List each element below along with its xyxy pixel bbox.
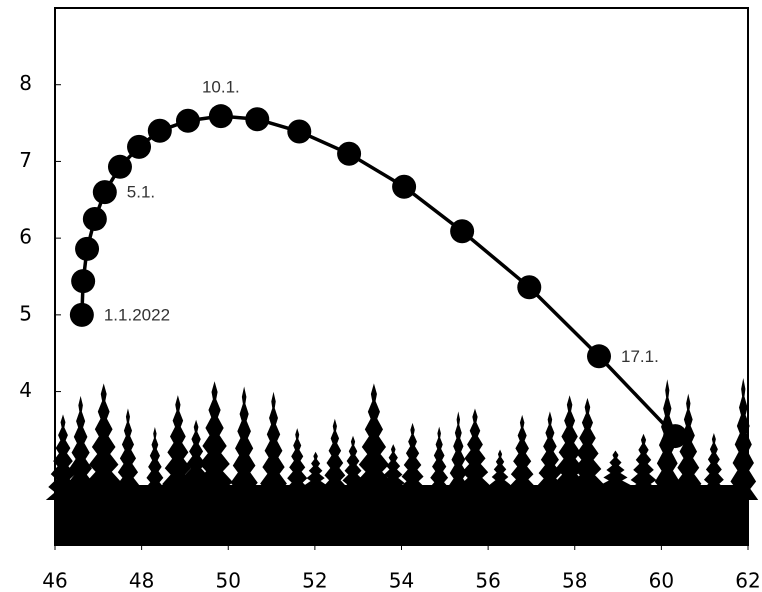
point-label: 5.1. (127, 183, 155, 202)
tree (193, 374, 236, 500)
tree (699, 428, 728, 500)
data-point (392, 174, 417, 199)
tree (426, 422, 452, 500)
tree (506, 409, 538, 500)
tree (652, 371, 682, 500)
y-tick-label: 7 (19, 148, 32, 172)
plot-area: 1.1.2022 5.1. 10.1. 17.1. (69, 78, 688, 449)
point-label: 1.1.2022 (104, 305, 170, 324)
x-tick-label: 46 (42, 569, 67, 592)
x-tick-label: 52 (302, 569, 327, 592)
tree (377, 440, 410, 500)
tree (143, 422, 167, 500)
tree (283, 423, 312, 500)
x-tick-label: 60 (649, 569, 674, 592)
tree (159, 388, 197, 500)
data-point (337, 141, 362, 166)
tree (485, 446, 515, 500)
tree (257, 385, 290, 500)
tree (320, 413, 350, 500)
y-tick-label: 5 (19, 301, 32, 325)
tree (64, 389, 97, 500)
y-tick-label: 8 (19, 71, 32, 95)
data-point (175, 108, 200, 133)
point-label: 17.1. (621, 347, 659, 366)
tree (397, 418, 428, 500)
data-point (450, 219, 475, 244)
tree (534, 406, 566, 500)
data-point (107, 154, 132, 179)
x-tick-label: 62 (735, 569, 760, 592)
tree (446, 406, 471, 500)
data-point (287, 119, 312, 144)
data-point (208, 104, 233, 129)
tree (594, 447, 637, 500)
data-point (69, 302, 94, 327)
data-point (517, 275, 542, 300)
data-point (71, 269, 96, 294)
tree (625, 429, 662, 500)
tree (113, 402, 143, 500)
series-line (80, 114, 677, 438)
tree (352, 376, 396, 500)
data-point (147, 118, 172, 143)
y-tick-label: 6 (19, 225, 32, 249)
x-tick-label: 48 (129, 569, 154, 592)
tree (728, 370, 759, 500)
x-tick-label: 58 (562, 569, 587, 592)
data-point (127, 134, 152, 159)
data-point (82, 206, 107, 231)
forest-silhouette (45, 370, 759, 545)
x-tick-label: 54 (389, 569, 414, 592)
y-tick-label: 4 (19, 378, 32, 402)
point-label: 10.1. (202, 78, 240, 97)
data-point (587, 344, 612, 369)
x-tick-label: 56 (475, 569, 500, 592)
tree (456, 402, 494, 500)
data-point (245, 107, 270, 132)
tree (228, 379, 261, 500)
tree (83, 376, 125, 500)
tree (568, 391, 607, 500)
tree (672, 387, 704, 500)
x-tick-label: 50 (216, 569, 241, 592)
data-point (75, 236, 100, 261)
data-point (92, 180, 117, 205)
